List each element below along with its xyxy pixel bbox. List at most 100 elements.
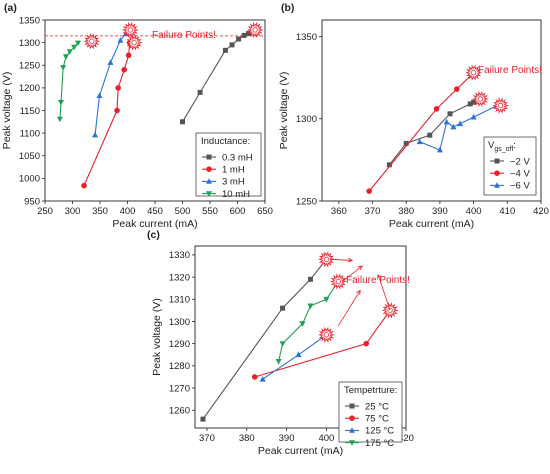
data-point (494, 182, 500, 188)
annotation-arrowhead (347, 257, 354, 263)
x-tick-label: 390 (279, 433, 295, 444)
series-line (83, 42, 131, 186)
annotation-arrow (377, 274, 391, 311)
series-2 (251, 307, 393, 380)
y-tick-label: 1250 (296, 196, 317, 207)
data-point (299, 321, 306, 327)
series-1 (180, 31, 251, 125)
legend-label: −2 V (510, 156, 530, 167)
series-4 (275, 279, 342, 365)
data-point (251, 374, 258, 380)
legend-label: 75 °C (365, 414, 389, 425)
x-tick-label: 390 (432, 206, 448, 217)
data-point (200, 416, 206, 422)
annotation-arrowhead (356, 289, 361, 295)
data-point (494, 170, 500, 176)
legend-label: 25 °C (365, 401, 389, 412)
failure-point-icon-core (335, 278, 341, 285)
data-point (107, 59, 114, 65)
data-point (467, 101, 473, 107)
y-tick-label: 1280 (169, 361, 190, 372)
data-point (494, 158, 500, 164)
x-tick-label: 600 (230, 206, 246, 217)
series-line (182, 33, 249, 123)
data-point (71, 44, 78, 51)
legend-label: 175 °C (365, 438, 394, 449)
data-point (275, 359, 282, 365)
data-point (349, 415, 355, 422)
data-point (236, 36, 242, 42)
series-line (94, 33, 127, 135)
legend-label: −4 V (510, 169, 530, 180)
x-tick-label: 500 (175, 206, 191, 217)
failure-annotation: Failure Points! (346, 275, 410, 286)
data-point (246, 31, 251, 37)
data-point (75, 40, 81, 47)
data-point (121, 66, 127, 73)
y-tick-label: 1350 (19, 15, 40, 26)
y-tick-label: 1320 (169, 272, 190, 283)
data-point (57, 99, 64, 106)
annotation-arrowhead (357, 265, 363, 271)
y-axis-label: Peak voltage (V) (278, 72, 290, 150)
legend-label: 0.3 mH (222, 152, 253, 163)
x-axis-label: Peak current (mA) (389, 218, 474, 230)
data-point (457, 120, 464, 127)
series-3 (92, 30, 129, 138)
annotation-arrow (330, 258, 353, 261)
data-point (206, 166, 212, 172)
panel-label: (c) (147, 229, 160, 241)
legend-title: Vgs_off: (488, 140, 516, 153)
data-point (386, 162, 392, 168)
x-tick-label: 370 (199, 433, 215, 444)
data-point (60, 65, 67, 71)
y-tick-label: 1330 (169, 250, 190, 261)
failure-point-icon-core (477, 96, 483, 102)
data-point (427, 132, 433, 138)
data-point (222, 47, 228, 53)
legend-label: −6 V (510, 181, 530, 192)
failure-point-icon-core (89, 38, 95, 44)
data-point (453, 86, 460, 92)
y-tick-label: 1260 (169, 406, 190, 417)
data-point (403, 140, 409, 146)
x-tick-label: 420 (398, 433, 414, 444)
data-point (117, 37, 124, 43)
data-point (280, 305, 286, 311)
y-tick-label: 1290 (169, 339, 190, 350)
data-point (307, 303, 314, 310)
failure-point-icon-core (471, 70, 477, 76)
annotation-arrow (342, 265, 363, 282)
panel-label: (b) (281, 2, 294, 14)
data-point (295, 351, 302, 358)
x-tick-label: 400 (318, 433, 334, 444)
series-2 (81, 39, 133, 189)
data-point (96, 92, 103, 98)
data-point (66, 49, 73, 55)
failure-point-icon-core (252, 27, 258, 33)
data-point (450, 123, 457, 130)
y-tick-label: 1000 (19, 174, 40, 185)
data-point (307, 276, 313, 282)
annotation-arrow (337, 290, 361, 327)
data-point (349, 440, 355, 446)
series-line (202, 258, 327, 420)
x-tick-label: 300 (65, 206, 81, 217)
x-tick-label: 650 (257, 206, 273, 217)
failure-annotation: Failure Points! (478, 65, 542, 76)
y-tick-label: 1350 (296, 32, 317, 43)
data-point (92, 131, 99, 138)
y-tick-label: 1100 (20, 128, 40, 139)
data-point (279, 341, 286, 347)
x-tick-label: 410 (499, 206, 515, 217)
x-tick-label: 450 (147, 206, 163, 217)
failure-annotation: Failure Points! (152, 30, 216, 41)
data-point (241, 32, 247, 38)
data-point (470, 113, 477, 120)
y-tick-label: 1200 (19, 83, 40, 94)
x-tick-label: 250 (37, 206, 53, 217)
x-tick-label: 550 (202, 206, 218, 217)
x-tick-label: 420 (533, 206, 549, 217)
legend-title: Tempetrture: (344, 385, 397, 396)
series-2 (366, 69, 477, 194)
